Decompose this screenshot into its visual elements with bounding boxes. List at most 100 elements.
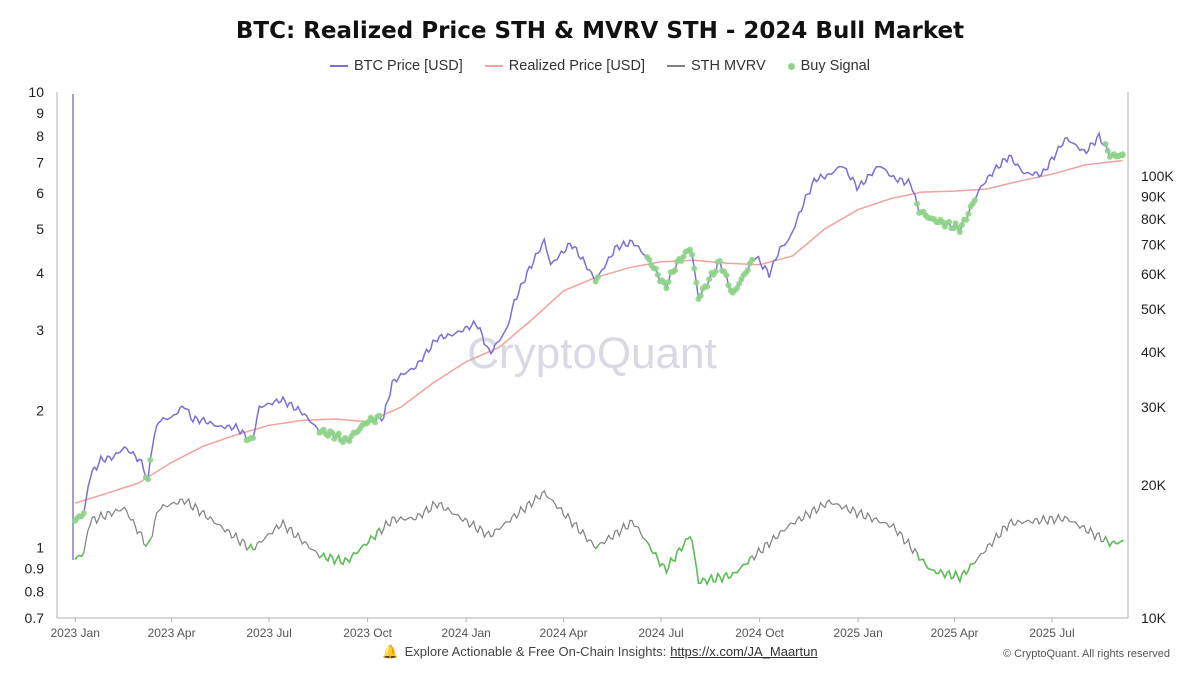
buy-signal-point [946,218,953,225]
buy-signal-point [965,210,972,217]
buy-signal-point [725,282,732,289]
left-tick-label: 8 [36,128,44,144]
legend-label-btc-price: BTC Price [USD] [354,58,463,74]
right-tick-label: 20K [1141,477,1167,493]
x-tick-label: 2023 Oct [343,626,392,640]
left-tick-label: 3 [36,322,44,338]
right-tick-label: 50K [1141,301,1167,317]
buy-signal-point [959,222,965,228]
buy-signal-point [697,292,704,299]
buy-signal-point [346,438,353,444]
legend-swatch-btc-price [330,65,349,67]
right-tick-label: 60K [1141,266,1167,282]
buy-signal-point [329,429,336,436]
buy-signal-point [663,285,670,292]
buy-signal-point [712,268,719,275]
right-tick-label: 90K [1141,188,1167,204]
buy-signal-point [1102,141,1109,147]
buy-signal-point [716,258,723,264]
legend-item-sth-mvrv[interactable]: STH MVRV [666,58,766,74]
buy-signal-point [956,229,963,235]
buy-signal-point [950,225,957,232]
buy-signal-point [744,267,751,274]
chart-title: BTC: Realized Price STH & MVRV STH - 202… [235,18,965,44]
buy-signal-point [693,279,700,286]
series-line-btc-price [74,131,1124,522]
buy-signal-point [652,265,659,272]
left-tick-label: 9 [36,105,44,121]
footer-note: 🔔 Explore Actionable & Free On-Chain Insi… [0,644,1200,660]
buy-signal-point [665,279,672,285]
right-tick-label: 40K [1141,344,1167,360]
series-line-sth-mvrv-buy [246,542,254,551]
series-line-sth-mvrv [74,490,1124,586]
buy-signal-point [914,200,920,207]
buy-signal-point [689,251,696,258]
series-layer [72,131,1126,587]
left-tick-label: 4 [36,265,44,281]
buy-signal-point [594,274,601,280]
legend-swatch-realized-price [484,65,503,67]
series-line-sth-mvrv-buy [646,535,753,587]
buy-signal-point [736,280,743,287]
series-line-sth-mvrv-buy [595,545,599,550]
legend-item-buy-signal[interactable]: Buy Signal [787,58,870,74]
left-tick-label: 7 [36,155,44,171]
x-tick-label: 2024 Oct [735,626,784,640]
buy-signal-point [963,216,970,223]
buy-signal-point [646,256,653,263]
buy-signal-point [325,432,331,439]
x-tick-label: 2024 Apr [540,626,588,640]
legend-swatch-sth-mvrv [666,65,685,67]
x-tick-label: 2023 Jan [51,626,100,640]
copyright: © CryptoQuant. All rights reserved [1002,648,1170,660]
buy-signal-point [1104,147,1111,154]
legend-label-buy-signal: Buy Signal [800,58,870,74]
legend: BTC Price [USD] Realized Price [USD] STH… [0,58,1200,74]
footer-note-text: Explore Actionable & Free On-Chain Insig… [404,644,667,659]
legend-item-btc-price[interactable]: BTC Price [USD] [330,58,463,74]
x-tick-label: 2024 Jan [441,626,490,640]
x-axis-ticks: 2023 Jan 2023 Apr 2023 Jul 2023 Oct 2024 Jan… [51,618,1075,640]
buy-signal-point [672,267,678,274]
series-markers-buy-signal [72,141,1126,524]
buy-signal-point [80,510,87,517]
legend-swatch-buy-signal [787,62,795,70]
series-line-sth-mvrv-buy [1104,536,1124,549]
right-tick-label: 30K [1141,399,1167,415]
right-axis-ticks: 100K 90K 80K 70K 60K 50K 40K 30K 20K 10K [1141,168,1174,626]
series-line-sth-mvrv-buy [74,552,85,561]
right-tick-label: 80K [1141,211,1167,227]
buy-signal-point [1119,152,1126,159]
x-tick-label: 2023 Apr [148,626,196,640]
right-tick-label: 100K [1141,168,1174,184]
left-tick-label: 5 [36,221,44,237]
buy-signal-point [691,265,698,272]
legend-label-realized-price: Realized Price [USD] [508,58,645,74]
left-axis-ticks: 10 9 8 7 6 5 4 3 2 1 0.9 0.8 0.7 [25,84,45,626]
x-tick-label: 2025 Apr [930,626,978,640]
series-line-sth-mvrv-buy [916,551,976,584]
buy-signal-point [723,272,730,279]
buy-signal-point [706,276,713,283]
buy-signal-point [704,283,711,290]
x-tick-label: 2023 Jul [246,626,291,640]
buy-signal-point [971,197,978,204]
buy-signal-point [592,278,599,285]
left-tick-label: 10 [28,84,44,100]
left-tick-label: 1 [36,539,44,555]
buy-signal-point [372,419,379,426]
buy-signal-point [680,253,687,260]
legend-item-realized-price[interactable]: Realized Price [USD] [484,58,645,74]
buy-signal-point [250,435,256,441]
series-line-sth-mvrv-buy [145,539,151,547]
buy-signal-point [749,256,756,263]
bell-icon: 🔔 [382,644,399,659]
footer-link[interactable]: https://x.com/JA_Maartun [670,644,818,659]
buy-signal-point [147,457,154,463]
left-tick-label: 0.8 [25,584,45,600]
left-tick-label: 0.7 [25,610,45,626]
buy-signal-point [654,271,661,278]
left-tick-label: 6 [36,185,44,201]
